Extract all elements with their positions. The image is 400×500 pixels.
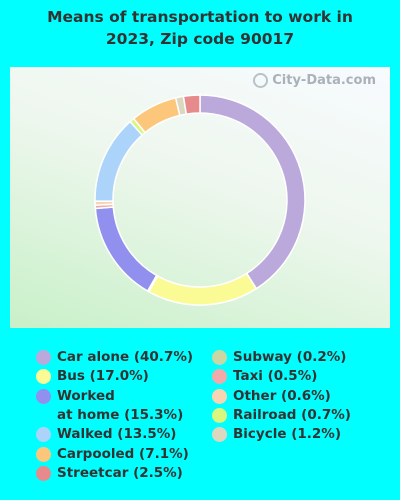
legend-label: Streetcar (2.5%)	[57, 464, 183, 481]
donut-slice-carpooled	[132, 96, 181, 134]
legend-swatch	[36, 350, 51, 365]
donut-chart	[94, 94, 306, 306]
legend-item-subway: Subway (0.2%)	[212, 348, 346, 367]
search-icon	[253, 73, 269, 88]
donut-slice-worked-at-home	[94, 206, 158, 293]
legend-swatch	[212, 388, 227, 404]
legend-swatch	[36, 388, 51, 404]
chart-title: Means of transportation to work in 2023, …	[0, 6, 400, 50]
legend-label: Car alone (40.7%)	[57, 349, 194, 365]
donut-slice-car-alone	[199, 94, 306, 290]
legend-label: Bus (17.0%)	[57, 368, 149, 385]
donut-slice-streetcar	[182, 94, 201, 115]
watermark: City-Data.com	[253, 73, 376, 88]
chart-title-line1: Means of transportation to work in 2023, …	[47, 8, 353, 48]
legend-swatch	[212, 427, 227, 443]
legend-label: Taxi (0.5%)	[233, 368, 318, 385]
legend-label: Walked (13.5%)	[57, 426, 177, 443]
watermark-text: City-Data.com	[272, 73, 376, 88]
legend-item-car-alone: Car alone (40.7%)	[36, 348, 193, 367]
legend-item-walked: Walked (13.5%)	[36, 425, 176, 444]
legend-item-bicycle: Bicycle (1.2%)	[212, 425, 341, 444]
donut-slice-walked	[94, 120, 144, 202]
legend-item-bus: Bus (17.0%)	[36, 367, 149, 386]
legend-label: Railroad (0.7%)	[233, 406, 351, 423]
legend: Car alone (40.7%) Bus (17.0%) Worked at hom…	[0, 346, 400, 486]
legend-item-streetcar: Streetcar (2.5%)	[36, 464, 183, 483]
legend-item-other: Other (0.6%)	[212, 387, 331, 406]
legend-label: Carpooled (7.1%)	[57, 445, 189, 462]
legend-item-railroad: Railroad (0.7%)	[212, 406, 351, 425]
legend-swatch	[36, 465, 51, 481]
legend-swatch	[36, 446, 51, 462]
legend-item-worked-at-home: Worked at home (15.3%)	[36, 387, 183, 425]
legend-swatch	[36, 369, 51, 385]
legend-label: Worked at home (15.3%)	[57, 387, 184, 423]
legend-item-carpooled: Carpooled (7.1%)	[36, 445, 189, 464]
legend-item-taxi: Taxi (0.5%)	[212, 367, 317, 386]
plot-area: City-Data.com	[10, 67, 390, 328]
legend-label: Other (0.6%)	[233, 387, 331, 404]
legend-swatch	[36, 427, 51, 443]
legend-swatch	[212, 407, 227, 423]
legend-label: Subway (0.2%)	[233, 349, 347, 365]
legend-label: Bicycle (1.2%)	[233, 426, 341, 443]
donut-slice-bus	[147, 272, 258, 306]
legend-swatch	[212, 350, 227, 365]
legend-swatch	[212, 369, 227, 385]
